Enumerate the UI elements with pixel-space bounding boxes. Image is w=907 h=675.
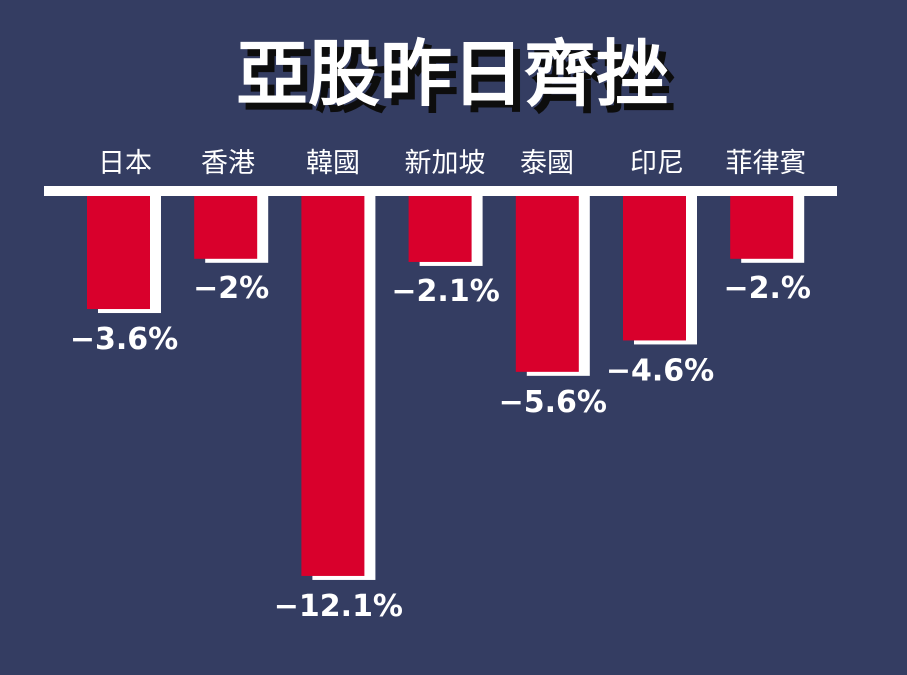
value-label: −5.6%	[499, 385, 607, 420]
chart-title-text: 亞股昨日齊挫	[236, 32, 668, 116]
chart-title: 亞股昨日齊挫 亞股昨日齊挫	[236, 32, 675, 123]
value-label: −12.1%	[274, 589, 403, 624]
bar	[87, 196, 150, 310]
chart-title-shadow: 亞股昨日齊挫	[243, 39, 675, 123]
x-axis-baseline	[44, 186, 837, 196]
category-label: 韓國	[306, 148, 360, 179]
bar	[301, 196, 365, 576]
value-label: −2%	[193, 271, 269, 306]
category-label: 泰國	[520, 148, 574, 179]
bars	[87, 196, 805, 580]
bar	[194, 196, 258, 259]
value-label: −2.1%	[391, 274, 499, 309]
bar	[730, 196, 794, 259]
value-label: −3.6%	[70, 322, 178, 357]
category-label: 日本	[98, 148, 152, 179]
bar	[408, 196, 472, 262]
category-labels: 日本 香港 韓國 新加坡 泰國 印尼 菲律賓	[98, 148, 807, 179]
bar	[623, 196, 686, 341]
bar	[515, 196, 579, 372]
category-label: 香港	[201, 148, 255, 179]
category-label: 菲律賓	[726, 148, 807, 179]
value-label: −4.6%	[606, 353, 714, 388]
value-labels: −3.6% −2% −12.1% −2.1% −5.6%−4.6% −2.%	[70, 271, 811, 624]
category-label: 印尼	[630, 148, 684, 179]
value-label: −2.%	[723, 271, 810, 306]
category-label: 新加坡	[405, 148, 486, 179]
